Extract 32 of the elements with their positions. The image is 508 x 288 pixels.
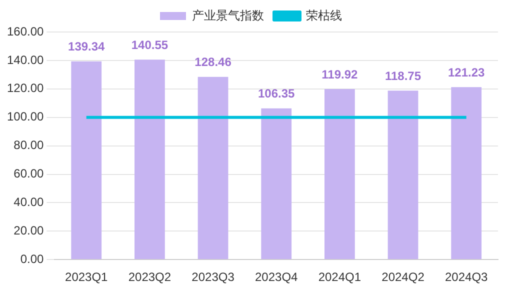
bar (324, 89, 355, 260)
data-label: 121.23 (448, 65, 486, 80)
y-tick-label: 0.00 (20, 252, 44, 266)
data-label: 119.92 (322, 67, 358, 82)
y-tick-label: 40.00 (14, 195, 44, 210)
bar (134, 60, 165, 260)
x-tick-label: 2024Q1 (318, 270, 362, 284)
y-tick-label: 60.00 (14, 166, 44, 181)
y-tick-label: 80.00 (14, 138, 44, 152)
legend-label: 荣枯线 (306, 8, 342, 22)
data-label: 106.35 (258, 86, 296, 101)
x-tick-label: 2024Q3 (444, 270, 488, 284)
x-tick-label: 2023Q4 (255, 270, 298, 284)
bar (71, 61, 102, 260)
y-tick-label: 160.00 (7, 24, 44, 38)
data-label: 139.34 (68, 40, 106, 54)
y-tick-label: 140.00 (7, 52, 44, 67)
x-tick-label: 2023Q3 (192, 270, 235, 284)
y-tick-label: 20.00 (14, 223, 44, 238)
bar (261, 108, 292, 260)
x-tick-label: 2023Q2 (128, 270, 172, 284)
bar (198, 76, 228, 260)
data-label: 118.75 (384, 68, 422, 83)
data-label: 128.46 (194, 55, 232, 70)
data-label: 140.55 (131, 38, 168, 52)
x-tick-label: 2023Q1 (65, 270, 108, 284)
bar (451, 87, 482, 260)
x-tick-label: 2024Q2 (382, 270, 425, 284)
y-tick-label: 120.00 (7, 81, 44, 96)
bar (388, 90, 418, 260)
legend-label: 产业景气指数 (192, 8, 264, 22)
y-tick-label: 100.00 (7, 110, 44, 124)
